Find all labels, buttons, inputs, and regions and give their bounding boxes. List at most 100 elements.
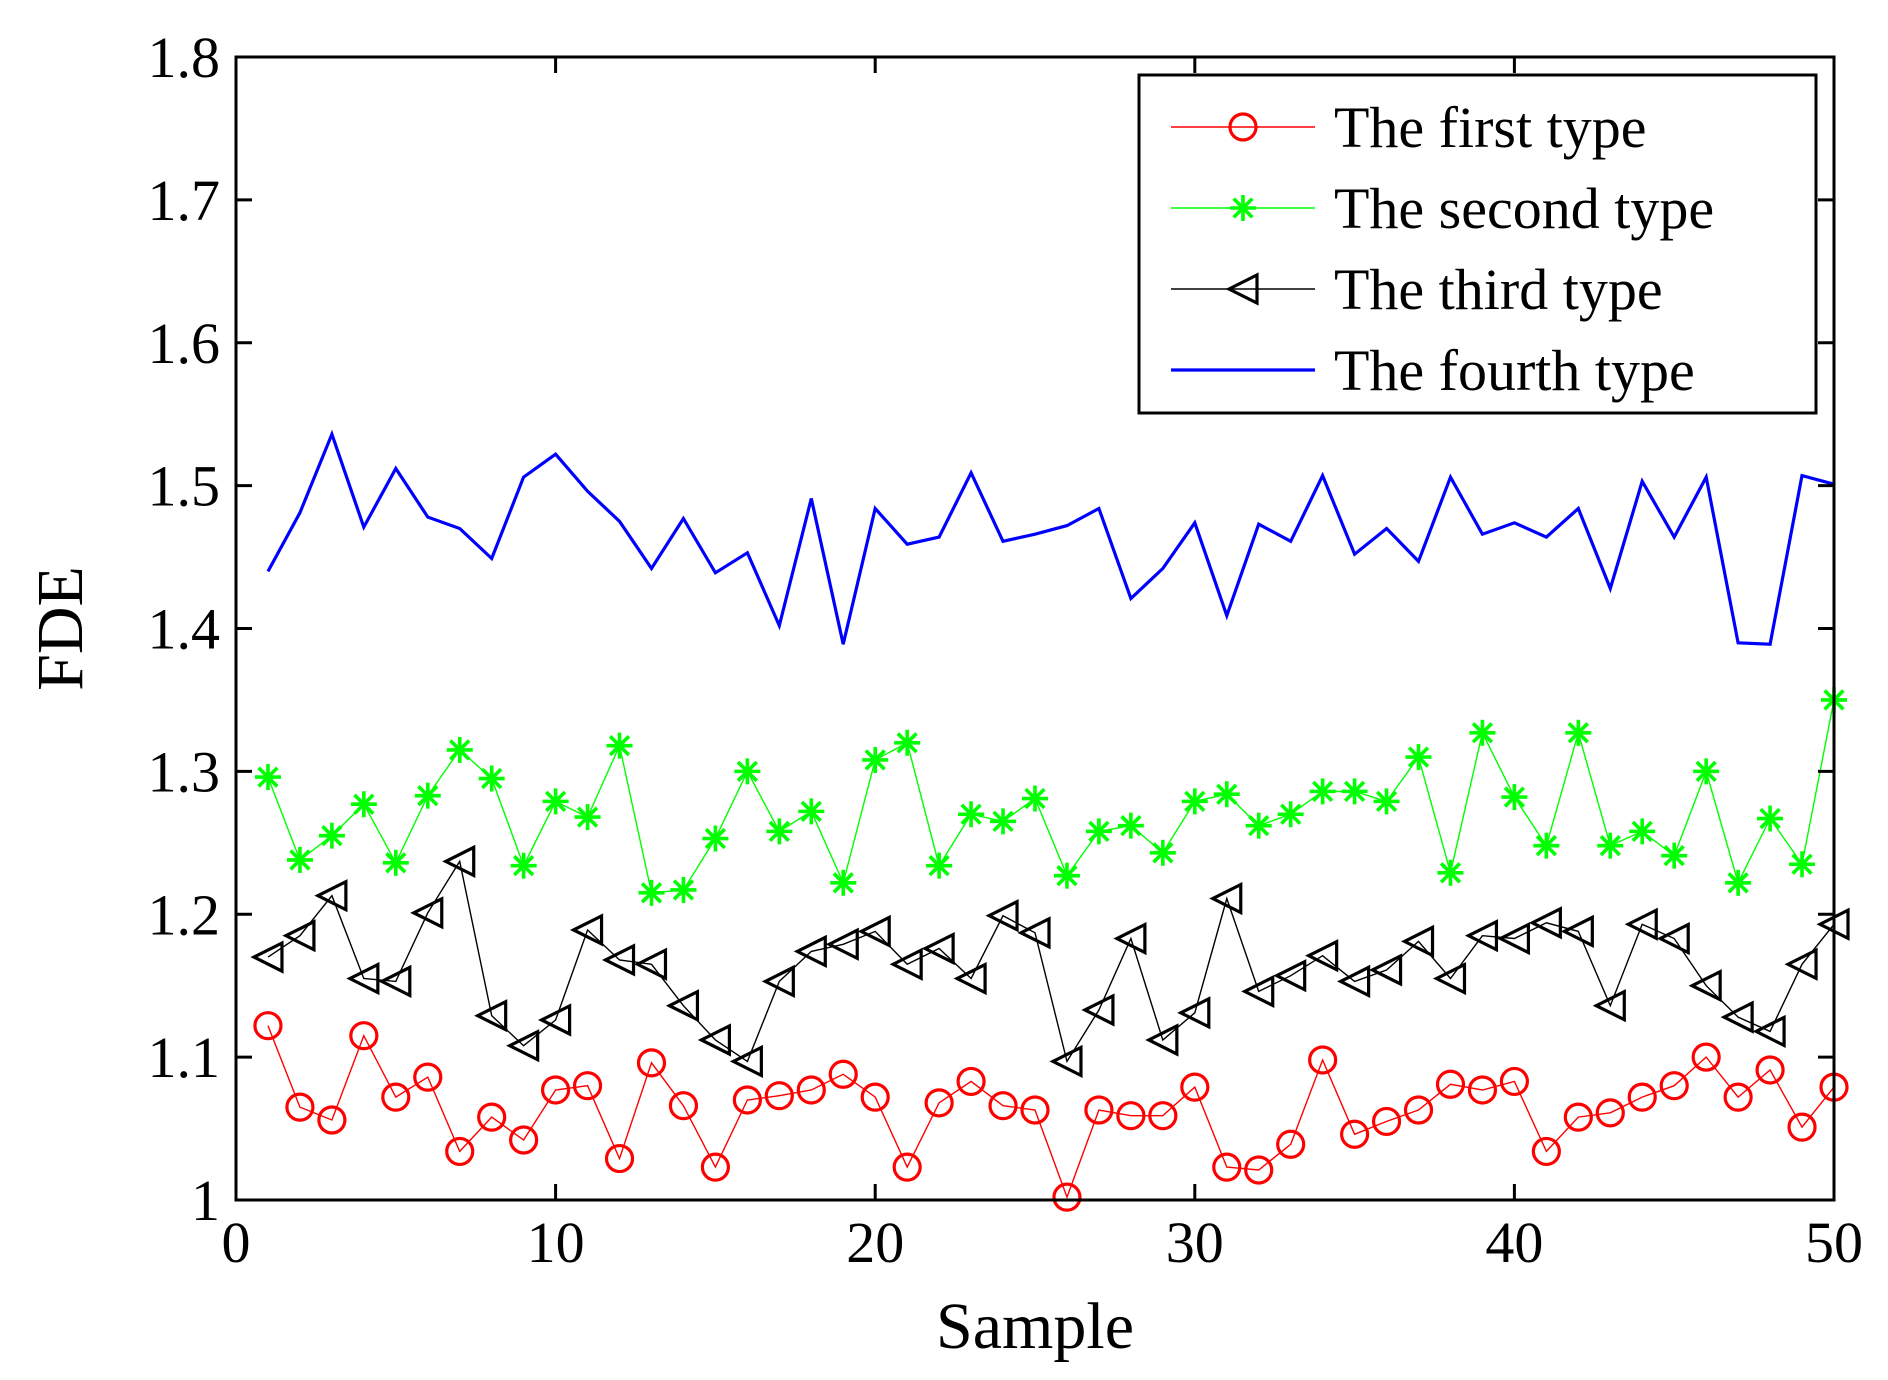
data-point — [1341, 778, 1368, 805]
data-point — [1180, 1072, 1210, 1102]
data-point — [953, 961, 987, 996]
data-point — [1017, 916, 1051, 950]
data-point — [988, 1091, 1018, 1121]
data-point — [446, 736, 473, 763]
data-point — [1339, 1119, 1370, 1149]
data-point — [1693, 758, 1720, 785]
series-the-second-type — [254, 686, 1847, 906]
data-point — [1784, 947, 1818, 981]
data-point — [956, 1066, 986, 1097]
y-tick-label: 1.4 — [148, 597, 221, 662]
data-point — [636, 1048, 667, 1078]
data-point — [1496, 921, 1531, 956]
data-point — [1084, 1095, 1114, 1125]
data-point — [1117, 812, 1144, 839]
data-point — [1533, 832, 1560, 859]
data-point — [1373, 788, 1400, 815]
data-point — [1145, 1023, 1179, 1057]
data-point — [857, 914, 891, 948]
legend: The first type The second type The third t… — [1137, 73, 1818, 415]
data-point — [378, 964, 412, 998]
data-point — [413, 1062, 443, 1092]
data-point — [889, 947, 923, 981]
data-point — [250, 940, 284, 974]
data-point — [633, 947, 668, 981]
data-point — [1565, 719, 1592, 746]
data-point — [1149, 839, 1176, 866]
data-point — [921, 931, 955, 966]
plot-area — [250, 429, 1850, 1212]
data-point — [474, 999, 508, 1033]
data-point — [732, 1085, 762, 1115]
data-point — [445, 1136, 475, 1167]
data-point — [1789, 851, 1816, 878]
axis-ticks — [234, 55, 1836, 1202]
data-point — [318, 822, 345, 849]
series-line — [267, 699, 1835, 894]
data-point — [1309, 778, 1336, 805]
data-point — [1499, 1066, 1530, 1097]
data-point — [538, 1003, 572, 1037]
series-the-third-type — [250, 844, 1850, 1079]
data-point — [1308, 1045, 1338, 1075]
data-point — [1403, 1095, 1434, 1125]
axis-tick-labels: 0 10 20 30 40 50 1 1.1 1.2 1.3 1.4 1.5 1.6 1.7 1.8 — [148, 25, 1864, 1275]
data-point — [1368, 953, 1403, 987]
data-point — [606, 732, 633, 759]
data-point — [1723, 1082, 1753, 1112]
data-point — [381, 1082, 411, 1112]
legend-label: The first type — [1334, 95, 1646, 160]
legend-item: The second type — [1171, 176, 1714, 241]
data-point — [1181, 788, 1208, 815]
data-point — [509, 1125, 539, 1155]
series-line — [266, 429, 1835, 646]
data-point — [350, 791, 377, 818]
data-point — [1148, 1101, 1178, 1131]
data-point — [958, 801, 985, 828]
x-axis-label: Sample — [936, 1290, 1134, 1363]
data-point — [1241, 974, 1275, 1008]
data-point — [1531, 1136, 1561, 1167]
data-point — [1629, 818, 1656, 845]
y-tick-label: 1 — [191, 1168, 220, 1233]
data-point — [924, 1088, 954, 1118]
x-tick-label: 0 — [222, 1210, 251, 1275]
data-point — [254, 764, 281, 791]
data-point — [796, 1075, 826, 1105]
data-point — [574, 804, 601, 831]
y-tick-label: 1.3 — [148, 739, 221, 804]
y-tick-label: 1.8 — [148, 25, 221, 90]
data-point — [1469, 719, 1496, 746]
data-point — [766, 818, 793, 845]
data-point — [1627, 1082, 1657, 1112]
data-point — [540, 1075, 571, 1105]
data-point — [697, 1023, 732, 1057]
data-point — [282, 919, 316, 953]
x-tick-label: 30 — [1166, 1210, 1224, 1275]
data-point — [1116, 1101, 1146, 1131]
x-tick-label: 10 — [527, 1210, 585, 1275]
y-tick-label: 1.6 — [148, 311, 221, 376]
data-point — [510, 852, 537, 879]
data-point — [1467, 1075, 1498, 1105]
data-point — [1400, 924, 1435, 958]
data-point — [1177, 996, 1211, 1030]
data-point — [1432, 961, 1467, 996]
data-point — [1276, 1129, 1306, 1159]
data-point — [253, 1011, 283, 1041]
data-point — [477, 1102, 507, 1132]
legend-item: The fourth type — [1171, 338, 1695, 403]
data-point — [1244, 1155, 1274, 1185]
data-point — [670, 876, 697, 903]
y-tick-label: 1.7 — [148, 168, 221, 233]
legend-label: The third type — [1334, 257, 1663, 322]
data-point — [1691, 1042, 1721, 1072]
x-tick-label: 20 — [846, 1210, 904, 1275]
data-point — [1661, 842, 1688, 869]
data-point — [314, 879, 348, 913]
data-point — [830, 869, 857, 896]
data-point — [1563, 1102, 1593, 1132]
legend-marker — [1225, 272, 1259, 306]
data-point — [382, 849, 409, 876]
x-tick-label: 40 — [1485, 1210, 1543, 1275]
